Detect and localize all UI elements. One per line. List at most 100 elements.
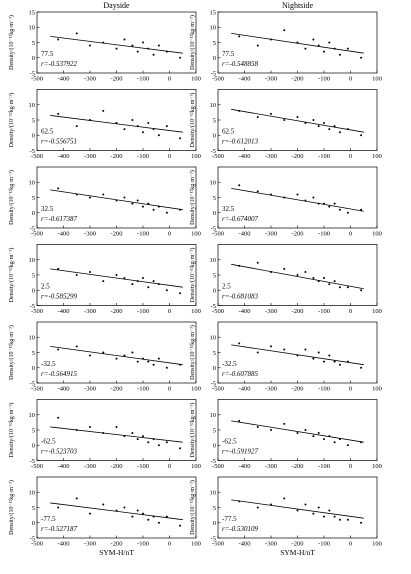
- latitude-label: -77.5: [41, 515, 56, 523]
- fit-line: [50, 189, 183, 211]
- data-point: [152, 53, 155, 56]
- data-point: [360, 521, 363, 524]
- x-tick-label: -300: [84, 231, 96, 238]
- data-point: [136, 438, 139, 441]
- latitude-label: 32.5: [41, 205, 54, 213]
- y-tick-label: 10: [210, 412, 217, 419]
- data-point: [256, 351, 259, 354]
- x-tick-label: -100: [318, 386, 330, 393]
- data-point: [142, 205, 144, 208]
- data-point: [75, 125, 78, 128]
- y-tick-label: -5: [30, 148, 35, 155]
- y-tick-label: 5: [32, 40, 35, 47]
- y-axis-label: Density/(10⁻¹²kg·m⁻³): [189, 170, 196, 225]
- data-point: [57, 416, 60, 419]
- data-point: [283, 422, 286, 425]
- x-tick-label: 100: [191, 541, 201, 548]
- x-tick-label: -400: [239, 153, 251, 160]
- x-tick-label: -100: [137, 386, 149, 393]
- data-point: [296, 274, 299, 276]
- y-tick-label: 15: [210, 9, 217, 16]
- correlation-label: r=-0.681083: [222, 293, 259, 301]
- x-tick-label: -400: [239, 76, 251, 83]
- y-tick-label: 0: [32, 443, 35, 450]
- data-point: [147, 122, 150, 125]
- x-tick-label: -400: [239, 386, 251, 393]
- x-tick-label: 100: [191, 308, 201, 315]
- data-point: [338, 286, 341, 289]
- x-tick-label: -100: [318, 308, 330, 315]
- data-point: [338, 131, 341, 134]
- x-tick-label: -300: [84, 463, 96, 470]
- data-point: [147, 518, 150, 521]
- data-point: [57, 267, 60, 270]
- x-tick-label: 100: [372, 541, 382, 548]
- data-point: [179, 292, 182, 295]
- y-axis-label: Density/(10⁻¹²kg·m⁻³): [8, 403, 15, 458]
- x-tick-label: 100: [372, 153, 382, 160]
- x-tick-label: -400: [58, 386, 70, 393]
- data-point: [283, 497, 286, 500]
- x-tick-label: 100: [191, 76, 201, 83]
- y-tick-label: -5: [30, 380, 35, 387]
- y-tick-label: 10: [29, 180, 36, 187]
- x-tick-label: 0: [349, 231, 352, 238]
- data-point: [296, 193, 299, 196]
- x-tick-label: -400: [58, 76, 70, 83]
- data-point: [165, 125, 168, 128]
- fit-line: [231, 499, 364, 519]
- y-tick-label: -5: [30, 70, 35, 77]
- data-point: [304, 47, 307, 50]
- x-tick-label: -500: [212, 386, 224, 393]
- fit-line: [50, 346, 183, 366]
- data-point: [360, 208, 363, 211]
- y-tick-label: 5: [213, 117, 216, 124]
- data-point: [165, 366, 168, 369]
- data-point: [89, 44, 91, 47]
- data-point: [328, 41, 331, 44]
- data-point: [123, 506, 126, 509]
- y-tick-label: 10: [29, 257, 36, 264]
- data-point: [317, 506, 320, 509]
- y-tick-label: 0: [32, 365, 35, 372]
- x-tick-label: -300: [84, 541, 96, 548]
- data-point: [304, 503, 307, 506]
- y-tick-label: 0: [32, 55, 35, 62]
- x-tick-label: -200: [111, 153, 123, 160]
- data-point: [57, 506, 60, 509]
- y-tick-label: 5: [32, 117, 35, 124]
- x-tick-label: -200: [111, 541, 123, 548]
- data-point: [131, 44, 134, 47]
- data-point: [338, 518, 341, 521]
- data-point: [346, 444, 349, 447]
- data-point: [317, 432, 320, 435]
- y-tick-label: 0: [213, 210, 216, 217]
- data-point: [115, 47, 118, 50]
- x-tick-label: -200: [292, 231, 304, 238]
- x-tick-label: -200: [292, 386, 304, 393]
- x-tick-label: -400: [239, 463, 251, 470]
- y-tick-label: 10: [29, 335, 36, 342]
- data-point: [360, 366, 363, 369]
- y-axis-label: Density/(10⁻¹²kg·m⁻³): [8, 248, 15, 303]
- data-point: [333, 515, 336, 518]
- x-tick-label: -400: [239, 541, 251, 548]
- data-point: [270, 429, 272, 431]
- data-point: [328, 205, 331, 208]
- data-point: [123, 38, 126, 41]
- data-point: [89, 270, 91, 273]
- x-tick-label: -500: [31, 153, 43, 160]
- x-tick-label: -300: [265, 76, 277, 83]
- x-tick-label: 100: [191, 153, 201, 160]
- latitude-label: 2.5: [222, 283, 231, 291]
- data-point: [333, 202, 336, 205]
- x-tick-label: -500: [212, 76, 224, 83]
- data-point: [270, 112, 272, 115]
- x-tick-label: -300: [265, 541, 277, 548]
- x-tick-label: 0: [168, 386, 171, 393]
- data-point: [328, 128, 331, 131]
- y-axis-label: Density/(10⁻¹²kg·m⁻³): [189, 15, 196, 70]
- x-tick-label: -300: [265, 386, 277, 393]
- x-tick-label: -100: [137, 153, 149, 160]
